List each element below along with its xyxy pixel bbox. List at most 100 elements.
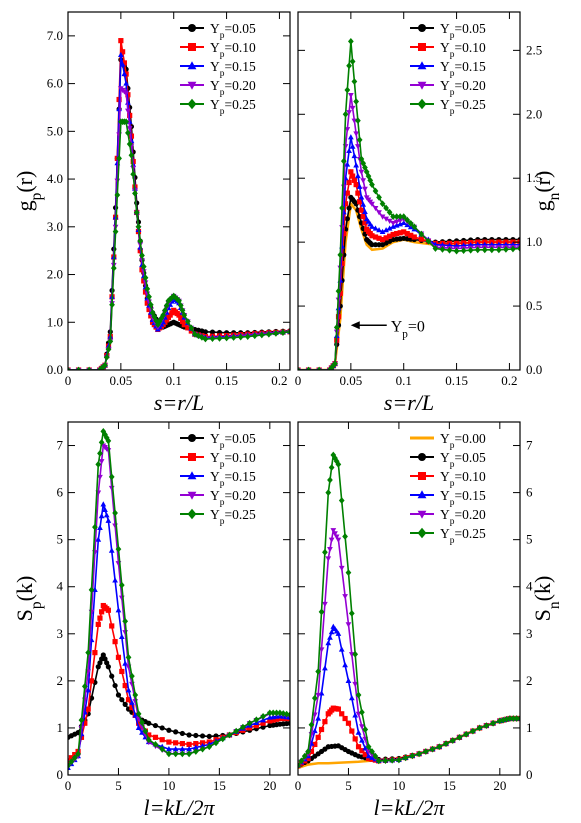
data-point [166,739,172,745]
data-point [360,213,366,220]
y-tick-label: 1.5 [526,170,542,185]
data-point [102,656,108,662]
y-tick-label: 0 [57,767,64,782]
series-line-5 [298,452,520,767]
data-point [362,208,368,214]
data-point [467,246,474,254]
data-point [386,218,393,224]
x-tick-label: 5 [345,778,352,793]
data-point [137,237,144,245]
data-point [344,161,351,167]
data-point [481,246,488,254]
y-tick-label: 4.0 [47,171,63,186]
x-tick-label: 0 [65,778,72,793]
x-tick-label: 0.05 [109,373,132,388]
y-tick-label: 2.0 [47,267,63,282]
data-point [330,451,337,459]
data-point [140,263,147,270]
data-point [121,60,127,66]
legend-marker [188,453,196,461]
legend-marker [418,453,426,461]
data-point [283,710,290,718]
data-point [186,741,192,748]
data-point [142,274,149,282]
data-point [112,682,118,689]
data-point [470,727,476,735]
data-point [365,753,372,759]
data-point [365,743,372,751]
data-point [98,459,105,465]
data-point [186,732,192,738]
y-tick-label: 7.0 [47,28,63,43]
data-point [86,366,93,370]
data-point [349,728,355,734]
y-axis-label: Sp(k) [12,576,45,622]
data-point [193,732,199,739]
data-point [151,313,158,321]
data-point [335,460,342,468]
data-point [352,712,359,718]
data-point [105,664,111,670]
data-point [114,191,121,199]
data-point [359,708,365,716]
data-point [98,513,105,519]
data-point [92,650,98,656]
data-point [129,672,135,680]
data-point [246,719,253,727]
legend-label: Yp=0.25 [440,97,486,117]
data-point [315,734,321,740]
x-tick-label: 5 [115,778,122,793]
data-point [105,607,111,613]
data-point [109,301,115,309]
data-point [181,311,188,319]
data-point [125,687,132,693]
data-point [383,227,389,233]
data-point [105,345,112,353]
data-point [355,190,361,196]
y-tick-label: 6 [57,485,64,500]
legend-marker [418,43,426,51]
data-point [394,231,400,237]
data-point [85,687,92,693]
data-point [358,207,365,213]
data-point [349,143,356,149]
data-point [97,474,103,481]
data-point [146,732,152,738]
data-point [507,715,513,722]
legend-label: Yp=0.10 [440,469,486,489]
data-point [355,744,362,750]
data-point [305,366,312,370]
data-point [130,170,137,178]
data-point [476,724,483,732]
data-point [355,729,362,735]
data-point [202,335,209,343]
data-point [270,717,276,723]
data-point [366,755,372,762]
legend-label: Yp=0.25 [440,526,486,546]
legend-label: Yp=0.10 [210,40,256,60]
data-point [379,228,386,234]
series-line-4 [68,428,290,767]
data-point [327,476,333,484]
data-point [68,764,71,771]
data-point [97,660,103,666]
data-point [340,157,347,165]
data-point [436,743,443,751]
data-point [355,144,361,150]
data-point [68,762,71,769]
data-point [315,715,322,721]
data-point [166,727,172,733]
data-point [312,741,318,748]
data-point [352,681,359,688]
data-point [362,220,368,226]
y-tick-label: 3.0 [47,219,63,234]
data-point [346,110,352,116]
data-point [422,748,429,755]
data-point [75,366,82,370]
data-point [387,233,393,239]
data-point [273,716,280,722]
data-point [125,653,132,661]
data-point [332,531,338,537]
data-point [346,205,352,211]
data-point [176,312,182,318]
